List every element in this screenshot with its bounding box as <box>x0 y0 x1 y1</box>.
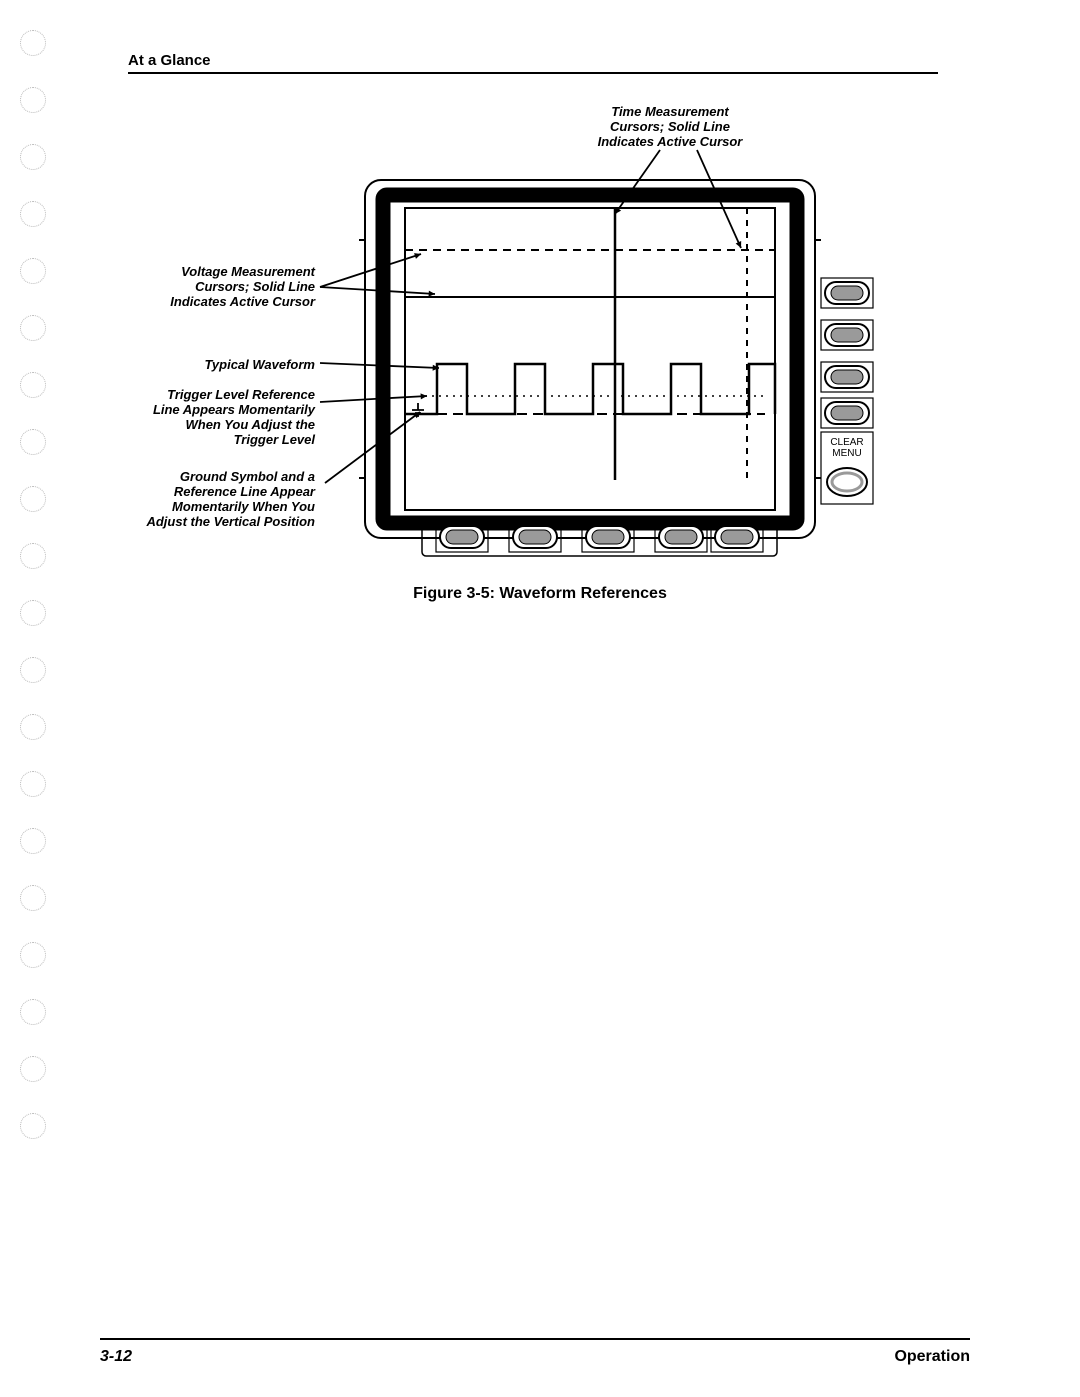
binding-hole <box>20 30 46 56</box>
svg-text:CLEAR: CLEAR <box>830 437 863 448</box>
binding-hole <box>20 771 46 797</box>
footer-rule <box>100 1338 970 1340</box>
page-header: At a Glance <box>128 52 211 69</box>
binding-hole <box>20 429 46 455</box>
label-voltage-cursor: Voltage MeasurementCursors; Solid LineIn… <box>115 265 315 310</box>
binding-hole <box>20 1113 46 1139</box>
label-trigger-level: Trigger Level ReferenceLine Appears Mome… <box>125 388 315 448</box>
binding-hole <box>20 999 46 1025</box>
binding-hole <box>20 885 46 911</box>
label-ground-symbol: Ground Symbol and aReference Line Appear… <box>120 470 315 530</box>
binding-hole <box>20 258 46 284</box>
binding-hole <box>20 486 46 512</box>
binding-hole <box>20 828 46 854</box>
binding-hole <box>20 543 46 569</box>
binding-hole <box>20 87 46 113</box>
binding-hole <box>20 657 46 683</box>
binding-hole <box>20 942 46 968</box>
page-number: 3-12 <box>100 1348 132 1366</box>
binding-hole <box>20 144 46 170</box>
figure-caption: Figure 3-5: Waveform References <box>0 585 1080 603</box>
binding-hole <box>20 1056 46 1082</box>
spiral-binding <box>20 30 50 1190</box>
binding-hole <box>20 372 46 398</box>
label-typical-waveform: Typical Waveform <box>185 358 315 373</box>
section-name: Operation <box>894 1348 970 1366</box>
binding-hole <box>20 315 46 341</box>
binding-hole <box>20 714 46 740</box>
binding-hole <box>20 600 46 626</box>
header-rule <box>128 72 938 74</box>
svg-text:MENU: MENU <box>832 448 861 459</box>
label-time-cursor: Time MeasurementCursors; Solid LineIndic… <box>575 105 765 150</box>
binding-hole <box>20 201 46 227</box>
